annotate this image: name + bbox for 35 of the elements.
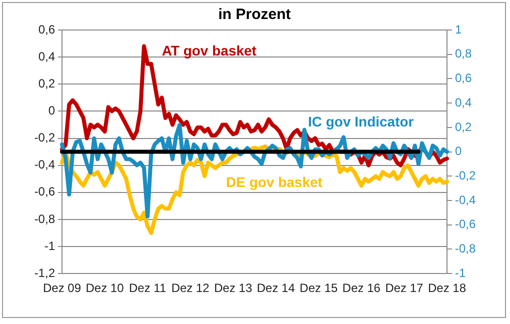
y2-tick-label: -0,6 xyxy=(455,217,476,232)
y2-tick-label: 0,4 xyxy=(455,95,472,110)
series-label: IC gov Indicator xyxy=(308,113,414,130)
y2-tick-label: -0,8 xyxy=(455,242,476,256)
x-tick-label: Dez 12 xyxy=(171,281,210,296)
y2-tick-label: 0,2 xyxy=(455,120,472,134)
y-tick-label: -0,8 xyxy=(34,212,56,226)
chart-title: in Prozent xyxy=(218,6,291,24)
y2-tick-label: -1 xyxy=(455,266,466,280)
y-tick-label: -0,2 xyxy=(34,130,56,145)
y-tick-label: 0,4 xyxy=(38,49,56,64)
x-tick-label: Dez 18 xyxy=(428,281,466,296)
x-tick-label: Dez 14 xyxy=(256,281,296,296)
y-tick-label: -0,4 xyxy=(34,158,56,172)
y2-tick-label: 0,6 xyxy=(455,71,472,86)
y2-tick-label: 1 xyxy=(455,22,462,36)
y2-tick-label: 0 xyxy=(455,144,462,158)
y-tick-label: -0,6 xyxy=(34,184,56,199)
y-tick-label: 0,2 xyxy=(38,76,56,90)
y2-tick-label: -0,2 xyxy=(455,168,476,182)
x-tick-label: Dez 17 xyxy=(385,281,424,296)
series-label: AT gov basket xyxy=(162,42,257,59)
y-tick-label: -1,2 xyxy=(34,266,56,280)
x-tick-label: Dez 10 xyxy=(86,281,124,296)
x-tick-label: Dez 13 xyxy=(214,281,252,296)
y-tick-label: 0 xyxy=(48,104,56,118)
x-tick-label: Dez 09 xyxy=(42,281,82,296)
series-label: DE gov basket xyxy=(226,174,323,190)
y2-tick-label: 0,8 xyxy=(455,46,472,61)
x-tick-label: Dez 11 xyxy=(128,281,166,296)
y-tick-label: -1 xyxy=(44,238,56,253)
x-tick-label: Dez 15 xyxy=(300,281,338,296)
x-tick-label: Dez 16 xyxy=(342,281,381,296)
y2-tick-label: -0,4 xyxy=(455,192,476,207)
y-tick-label: 0,6 xyxy=(38,22,56,36)
